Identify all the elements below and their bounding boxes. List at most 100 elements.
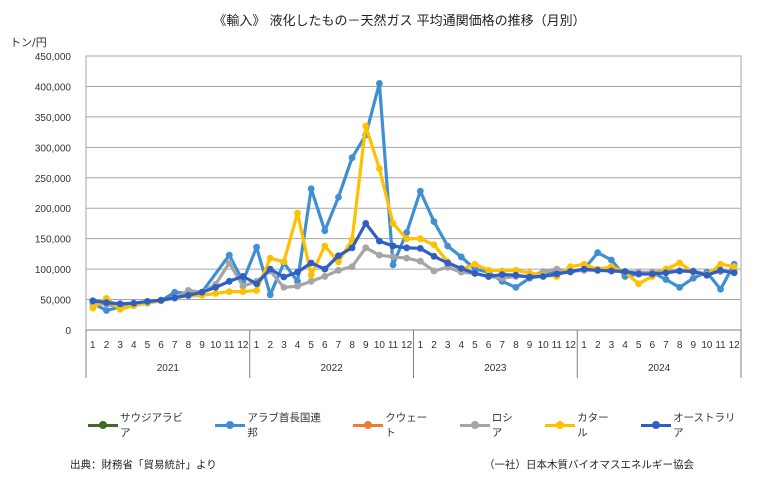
- data-point: [307, 271, 315, 279]
- data-point: [89, 297, 97, 305]
- data-point: [280, 258, 288, 266]
- data-point: [307, 185, 315, 193]
- data-point: [389, 242, 397, 250]
- x-tick-month: 5: [145, 340, 151, 351]
- y-tick-label: 200,000: [35, 204, 72, 215]
- data-point: [430, 218, 438, 226]
- y-axis-ticks: 0 50,000 100,000 150,000 200,000 250,000 300,0…: [35, 52, 72, 337]
- data-point: [266, 291, 274, 299]
- legend-swatch: [459, 420, 490, 430]
- data-point: [730, 263, 738, 271]
- data-point: [444, 259, 452, 267]
- data-point: [635, 270, 643, 278]
- data-point: [294, 282, 301, 290]
- data-point: [335, 193, 342, 201]
- data-point: [362, 220, 370, 227]
- data-point: [717, 260, 724, 268]
- data-point: [294, 209, 301, 217]
- swatch-marker: [556, 421, 565, 429]
- y-axis-unit-label: トン/円: [10, 36, 47, 49]
- data-point: [567, 263, 574, 271]
- data-point: [212, 290, 220, 297]
- data-point: [457, 265, 465, 272]
- x-tick-month: 1: [90, 340, 96, 351]
- data-point: [430, 241, 438, 249]
- data-point: [212, 283, 220, 291]
- data-point: [498, 271, 506, 278]
- x-tick-month: 6: [650, 340, 656, 351]
- legend-label: ロシア: [491, 412, 513, 439]
- data-point: [225, 259, 233, 267]
- swatch-marker: [652, 421, 661, 429]
- legend-label: サウジアラビア: [119, 412, 183, 439]
- x-tick-month: 3: [609, 340, 615, 351]
- y-tick-label: 250,000: [35, 174, 72, 185]
- legend-swatch: [353, 420, 384, 430]
- data-point: [430, 267, 438, 275]
- data-point: [553, 270, 561, 278]
- swatch-marker: [364, 421, 373, 429]
- x-tick-month: 12: [565, 340, 577, 351]
- data-point: [607, 256, 615, 264]
- x-tick-month: 6: [486, 340, 492, 351]
- series-オーストラリア: [89, 220, 738, 308]
- credit-note: （一社）日本木質バイオマスエネルギー協会: [484, 459, 694, 471]
- x-tick-month: 2: [431, 340, 437, 351]
- x-tick-month: 4: [622, 340, 628, 351]
- data-point: [280, 273, 288, 281]
- x-tick-month: 4: [295, 340, 301, 351]
- data-point: [157, 296, 165, 304]
- series-カタール: [89, 122, 738, 313]
- x-tick-month: 10: [538, 340, 550, 351]
- legend-label: クウェート: [385, 412, 428, 439]
- y-tick-label: 100,000: [35, 265, 72, 276]
- data-point: [512, 283, 520, 291]
- legend-item-saudi-arabia: サウジアラビア: [88, 410, 193, 440]
- gridlines: [85, 55, 742, 331]
- x-tick-month: 2: [104, 340, 110, 351]
- data-point: [239, 273, 247, 280]
- data-point: [348, 263, 356, 271]
- chart-title: 《輸入》 液化したもの－天然ガス 平均通関価格の推移（月別）: [213, 14, 586, 29]
- data-point: [485, 266, 492, 274]
- data-point: [103, 299, 110, 306]
- x-tick-month: 11: [388, 340, 399, 351]
- x-tick-month: 8: [677, 340, 683, 351]
- data-point: [717, 266, 724, 274]
- data-point: [294, 268, 301, 276]
- data-point: [594, 266, 602, 274]
- y-tick-label: 350,000: [35, 113, 72, 124]
- data-point: [389, 261, 397, 269]
- x-tick-month: 10: [701, 340, 713, 351]
- x-tick-year: 2023: [484, 363, 507, 374]
- data-point: [321, 273, 329, 280]
- plot-area-border: [85, 55, 742, 331]
- data-point: [717, 285, 724, 293]
- data-point: [375, 165, 383, 173]
- data-point: [403, 235, 411, 243]
- data-point: [362, 122, 370, 130]
- data-point: [116, 305, 124, 313]
- data-point: [266, 265, 274, 273]
- y-tick-label: 50,000: [40, 296, 71, 307]
- x-tick-month: 9: [690, 340, 696, 351]
- swatch-marker: [470, 421, 479, 429]
- data-point: [580, 260, 588, 268]
- data-point: [676, 267, 683, 275]
- data-point: [730, 269, 738, 277]
- data-point: [184, 287, 192, 294]
- x-tick-month: 7: [336, 340, 342, 351]
- y-tick-label: 400,000: [35, 82, 72, 93]
- series-アラブ首長国連邦: [89, 80, 738, 314]
- legend-label: カタール: [577, 412, 609, 439]
- data-point: [403, 244, 411, 252]
- data-point: [103, 307, 110, 314]
- x-tick-month: 12: [729, 340, 741, 351]
- legend-swatch: [545, 420, 576, 430]
- swatch-marker: [99, 421, 107, 429]
- x-tick-month: 7: [172, 340, 178, 351]
- data-point: [266, 254, 274, 262]
- data-point: [375, 237, 383, 245]
